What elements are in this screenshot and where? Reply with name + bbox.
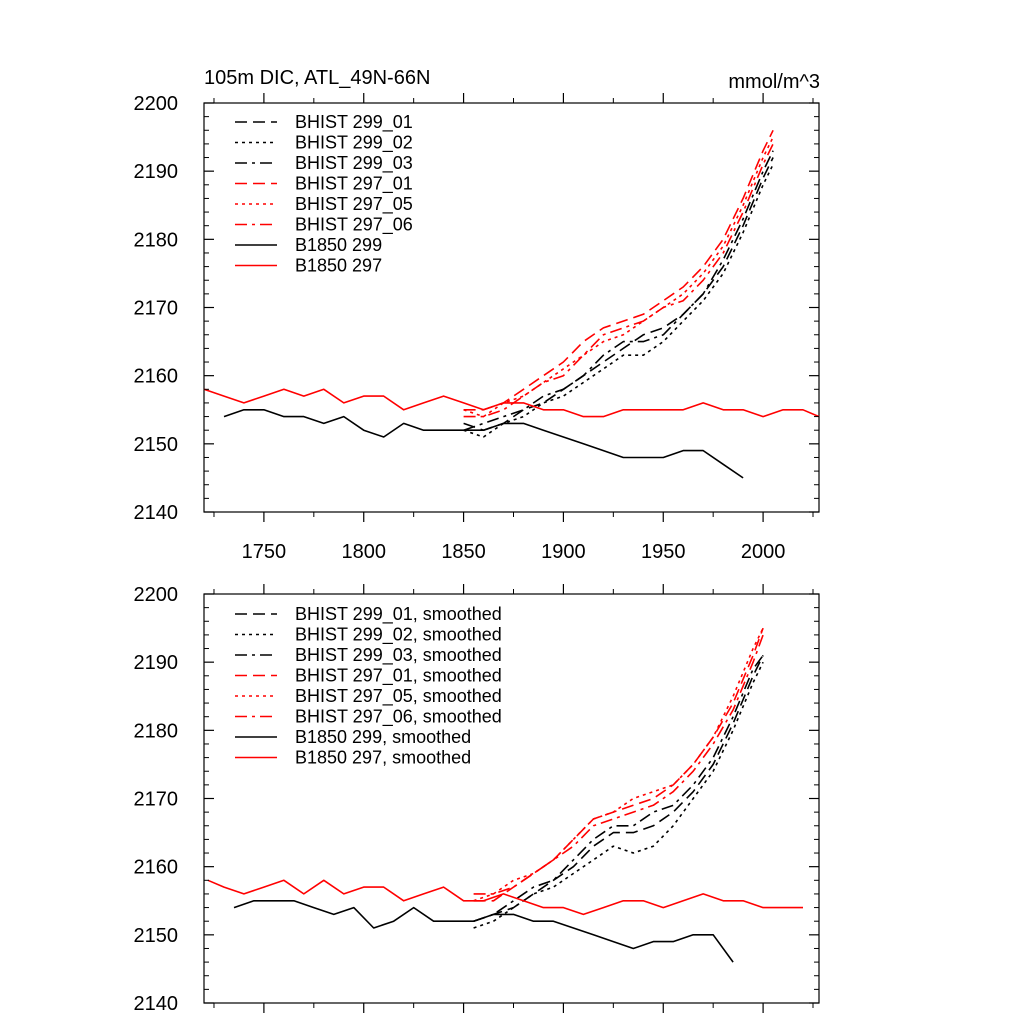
series-line-bhist-297-05-smoothed [473,627,764,902]
y-tick-label: 2190 [134,161,179,183]
series-line-bhist-299-01-smoothed [473,655,764,922]
legend-label: BHIST 297_05, smoothed [295,686,502,707]
units-label: mmol/m^3 [728,71,820,93]
top-chart-panel: 105m DIC, ATL_49N-66N mmol/m^3 214021502… [134,67,821,563]
y-tick-label: 2140 [134,502,179,524]
axes-layer: 2140 2150 2160 2170 2180 2190 2200 [134,584,819,1015]
series-layer [207,627,803,963]
legend-label: B1850 299 [295,235,382,255]
legend-label: B1850 299, smoothed [295,727,471,747]
legend-label: BHIST 297_05 [295,194,413,215]
series-line-bhist-299-02-smoothed [473,661,764,929]
legend-label: BHIST 297_01, smoothed [295,666,502,687]
y-tick-label: 2140 [134,993,179,1015]
y-tick-label: 2160 [134,857,179,879]
bottom-chart-panel: 2140 2150 2160 2170 2180 2190 2200 BHIST 299_0… [134,584,820,1015]
legend-label: B1850 297, smoothed [295,748,471,768]
legend-label: BHIST 299_03 [295,153,413,174]
series-line-bhist-297-05 [463,136,774,418]
series-line-bhist-299-03-smoothed [473,654,764,922]
series-line-bhist-299-02 [463,164,774,438]
x-tick-label: 1900 [541,541,586,563]
y-tick-label: 2170 [134,298,179,320]
series-line-bhist-297-01-smoothed [473,627,764,902]
legend-label: BHIST 299_02, smoothed [295,625,502,646]
y-tick-label: 2150 [134,434,179,456]
y-tick-label: 2150 [134,925,179,947]
series-line-bhist-299-01 [463,157,774,432]
y-tick-label: 2180 [134,229,179,251]
series-line-bhist-297-06-smoothed [473,634,764,895]
series-line-bhist-299-03 [463,150,774,431]
axes-layer: 2140 2150 2160 2170 2180 2190 2200 1750 1800 1850… [134,93,819,563]
legend-label: BHIST 299_03, smoothed [295,645,502,666]
legend-label: BHIST 297_06 [295,215,413,236]
y-tick-label: 2190 [134,652,179,674]
series-line-b1850-299 [223,408,744,479]
x-tick-label: 1850 [441,541,486,563]
series-layer [203,129,820,479]
x-tick-label: 1750 [242,541,287,563]
legend-label: BHIST 297_01 [295,174,413,195]
series-line-bhist-297-01 [463,129,774,411]
series-line-b1850-297 [203,388,820,418]
chart-title: 105m DIC, ATL_49N-66N [204,67,430,89]
y-tick-label: 2160 [134,366,179,388]
y-tick-label: 2170 [134,789,179,811]
x-tick-label: 1800 [341,541,386,563]
legend-label: BHIST 299_01 [295,112,413,133]
series-line-b1850-299-smoothed [233,899,734,963]
legend-label: BHIST 299_02 [295,133,413,154]
series-line-bhist-297-06 [463,143,774,418]
legend-label: BHIST 297_06, smoothed [295,707,502,728]
legend-label: BHIST 299_01, smoothed [295,604,502,625]
y-tick-label: 2200 [134,93,179,115]
y-tick-label: 2200 [134,584,179,606]
series-line-b1850-297-smoothed [207,879,803,916]
x-tick-label: 2000 [741,541,786,563]
legend-label: B1850 297 [295,256,382,276]
y-tick-label: 2180 [134,720,179,742]
x-tick-label: 1950 [641,541,686,563]
